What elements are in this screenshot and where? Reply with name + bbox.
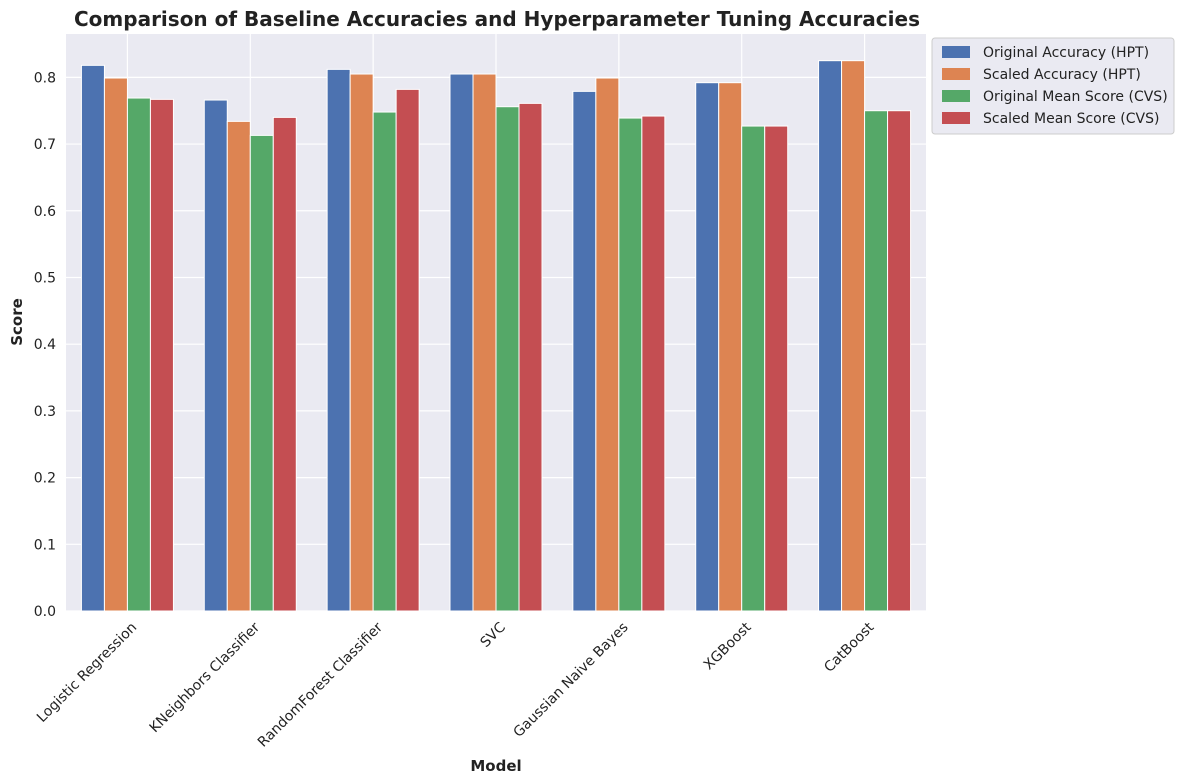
bar-2-4 [472,73,497,612]
bar-4-6 [764,125,789,612]
bar-1-3 [326,68,351,612]
y-axis-ticks: 0.0 0.1 0.2 0.3 0.4 0.5 0.6 0.7 0.8 [34,70,56,620]
x-tick-label: XGBoost [701,619,755,673]
bar-3-2 [249,134,274,612]
y-tick-label: 0.7 [34,137,56,153]
bar-2-2 [226,120,251,612]
y-tick-label: 0.5 [34,270,56,286]
chart-title: Comparison of Baseline Accuracies and Hy… [74,7,920,31]
x-tick-label: KNeighbors Classifier [147,619,264,736]
bars [80,60,912,612]
bar-2-3 [349,73,374,612]
legend-swatch-1 [942,46,970,58]
bar-3-1 [126,97,151,612]
bar-4-5 [641,115,666,612]
bar-4-4 [518,102,543,612]
y-axis-label: Score [8,298,26,346]
bar-1-7 [818,60,843,612]
bar-3-5 [618,117,643,612]
bar-4-1 [149,98,174,612]
x-axis-label: Model [470,757,521,775]
x-tick-label: CatBoost [821,619,877,675]
y-tick-label: 0.0 [34,604,56,620]
y-tick-label: 0.2 [34,471,56,487]
legend-swatch-2 [942,68,970,80]
bar-4-2 [272,116,297,612]
bar-1-5 [572,90,597,612]
x-tick-label: Logistic Regression [34,620,140,726]
x-tick-label: Gaussian Naive Bayes [511,620,632,741]
bar-3-4 [495,106,520,612]
bar-2-6 [718,82,743,612]
y-tick-label: 0.6 [34,204,56,220]
bar-2-5 [595,77,620,612]
bar-1-1 [80,64,105,612]
bar-1-2 [203,99,228,612]
bar-3-6 [741,125,766,612]
y-tick-label: 0.4 [34,337,56,353]
bar-3-3 [372,111,397,612]
legend-frame [931,37,1175,135]
bar-1-4 [449,73,474,612]
bar-2-1 [103,77,128,612]
legend-swatch-3 [942,90,970,102]
legend-swatch-4 [942,112,970,124]
y-tick-label: 0.8 [34,70,56,86]
x-axis-ticks: Logistic Regression KNeighbors Classifier… [34,619,878,750]
x-tick-label: SVC [478,619,509,650]
bar-2-7 [841,60,866,612]
bar-3-7 [864,110,889,612]
legend-label-2: Scaled Accuracy (HPT) [983,67,1141,83]
legend: Original Accuracy (HPT) Scaled Accuracy (… [931,37,1175,135]
x-tick-label: RandomForest Classifier [255,619,386,750]
bar-1-6 [695,82,720,612]
y-tick-label: 0.3 [34,404,56,420]
legend-label-4: Scaled Mean Score (CVS) [983,111,1159,127]
legend-label-3: Original Mean Score (CVS) [983,89,1168,105]
y-tick-label: 0.1 [34,537,56,553]
bar-4-7 [887,110,912,612]
legend-label-1: Original Accuracy (HPT) [983,45,1149,61]
bar-4-3 [395,88,420,612]
